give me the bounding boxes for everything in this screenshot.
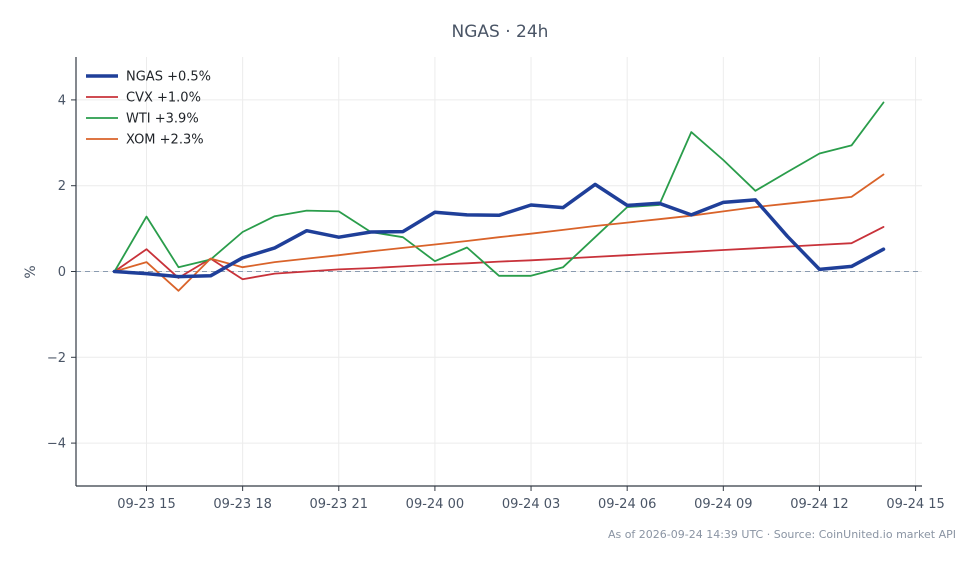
x-tick-label-3: 09-24 00 [406, 497, 464, 512]
y-axis-label: % [23, 265, 39, 278]
series-line-xom [113, 173, 885, 292]
legend-label-wti: WTI +3.9% [126, 112, 199, 127]
y-tick-label-2: 0 [58, 265, 66, 280]
series-line-ngas [112, 182, 886, 279]
legend-label-cvx: CVX +1.0% [126, 91, 201, 106]
x-tick-label-6: 09-24 09 [694, 497, 752, 512]
x-tick-label-1: 09-23 18 [213, 497, 271, 512]
x-tick-label-4: 09-24 03 [502, 497, 560, 512]
y-tick-label-4: 4 [58, 93, 66, 108]
y-axis-ticks: −4 −2 0 2 4 [47, 93, 76, 452]
chart-title: NGAS · 24h [452, 22, 549, 42]
x-axis-ticks: 09-23 15 09-23 18 09-23 21 09-24 00 09-24 03… [117, 486, 945, 512]
x-tick-label-0: 09-23 15 [117, 497, 175, 512]
y-tick-label-1: −2 [47, 351, 66, 366]
series-layer [112, 101, 886, 292]
x-tick-label-2: 09-23 21 [310, 497, 368, 512]
x-tick-label-5: 09-24 06 [598, 497, 656, 512]
x-tick-label-7: 09-24 12 [790, 497, 848, 512]
legend-label-ngas: NGAS +0.5% [126, 70, 211, 85]
series-line-wti [113, 101, 885, 277]
x-tick-label-8: 09-24 15 [886, 497, 944, 512]
series-line-cvx [113, 225, 885, 281]
legend: NGAS +0.5% CVX +1.0% WTI +3.9% XOM +2.3% [86, 70, 211, 148]
source-note: As of 2026-09-24 14:39 UTC · Source: Coi… [608, 528, 956, 541]
y-tick-label-0: −4 [47, 437, 66, 452]
y-tick-label-3: 2 [58, 179, 66, 194]
legend-label-xom: XOM +2.3% [126, 133, 204, 148]
